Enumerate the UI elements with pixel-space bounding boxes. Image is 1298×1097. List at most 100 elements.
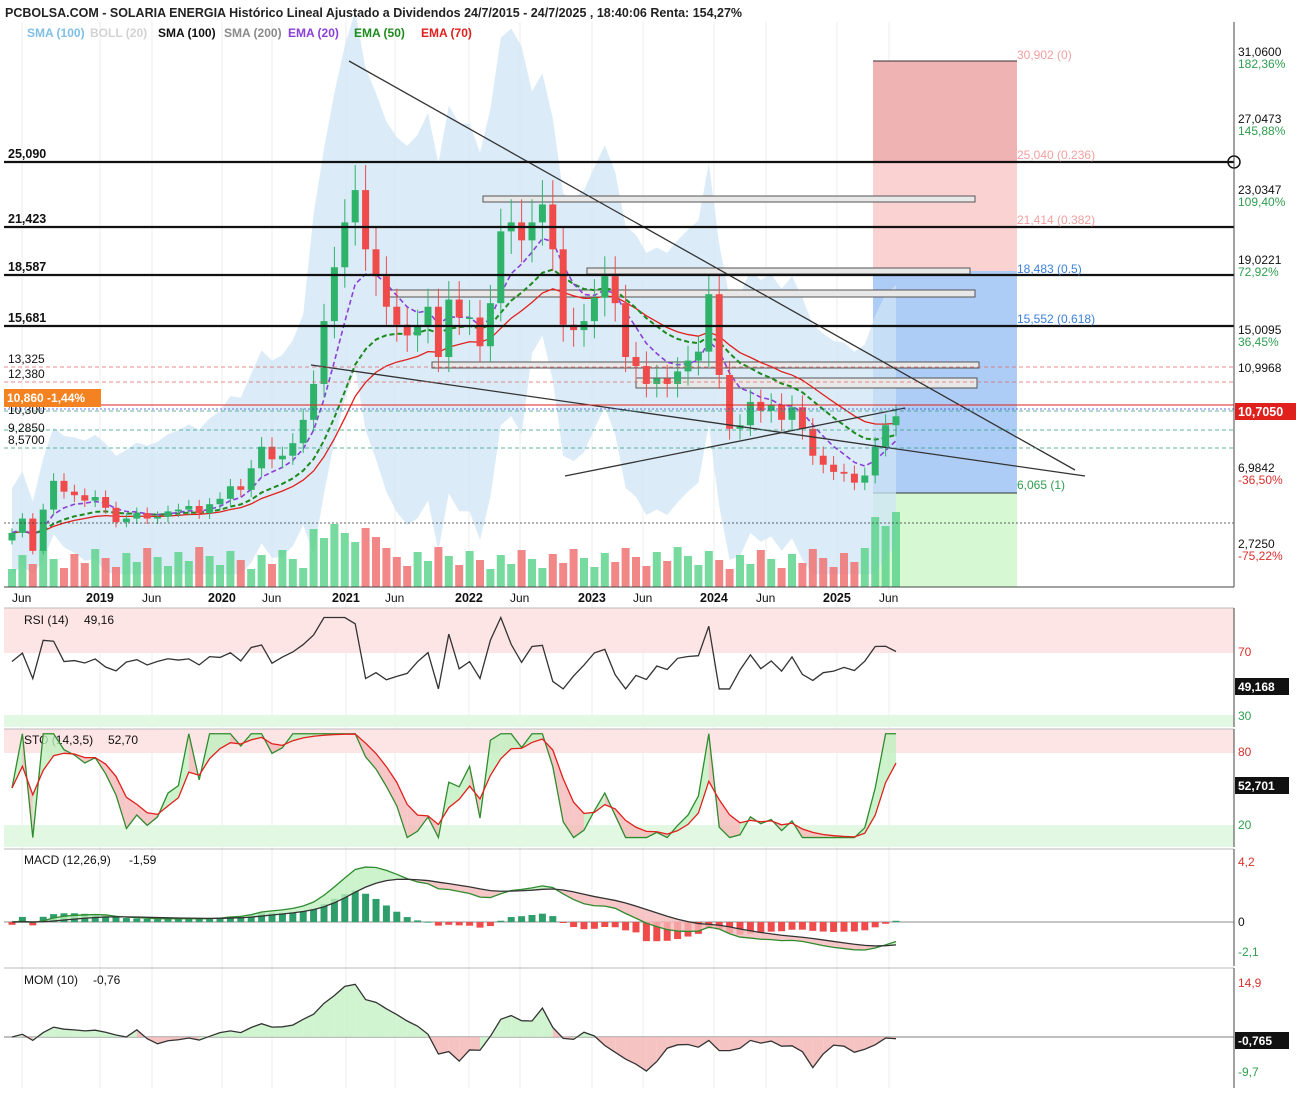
macd-fill-segment xyxy=(615,900,626,914)
legend-item: SMA (100) xyxy=(27,26,85,40)
macd-histogram-bar xyxy=(736,922,744,935)
price-tick-label: 19,0221 xyxy=(1238,253,1282,267)
macd-histogram-bar xyxy=(403,917,411,922)
sto-fill-segment xyxy=(126,797,137,829)
volume-bar xyxy=(496,555,505,587)
mom-fill-segment xyxy=(677,1037,688,1045)
mom-fill-segment xyxy=(636,1037,647,1071)
sto-fill-segment xyxy=(105,764,116,795)
fib-zone-red-dark xyxy=(873,61,1017,161)
sto-fill-segment xyxy=(677,815,688,831)
last-price-label: 10,7050 xyxy=(1238,405,1283,419)
volume-bar xyxy=(663,561,672,587)
volume-bar xyxy=(216,565,224,587)
candle-body xyxy=(892,416,900,426)
mom-fill-segment xyxy=(802,1037,813,1068)
volume-bar xyxy=(28,564,37,587)
macd-fill-segment xyxy=(760,932,772,940)
mom-fill-segment xyxy=(792,1037,803,1052)
volume-bar xyxy=(580,558,588,587)
sto-fill-segment xyxy=(636,827,647,838)
macd-histogram-bar xyxy=(216,917,224,922)
candle-body xyxy=(268,446,276,460)
fib-label: 30,902 (0) xyxy=(1017,48,1072,62)
rsi-level-30: 30 xyxy=(1238,709,1252,723)
mom-fill-segment xyxy=(604,1037,616,1053)
mom-fill-segment xyxy=(532,1008,543,1037)
time-tick-label: Jun xyxy=(262,591,281,605)
candle-body xyxy=(486,303,494,347)
candle-body xyxy=(705,294,713,352)
mom-fill-segment xyxy=(303,1014,314,1037)
sto-fill-segment xyxy=(875,733,886,816)
macd-histogram-bar xyxy=(476,922,484,928)
rsi-level-70: 70 xyxy=(1238,645,1252,659)
macd-fill-segment xyxy=(656,912,668,930)
macd-histogram-bar xyxy=(580,922,588,930)
sto-fill-segment xyxy=(563,778,574,838)
mom-fill-segment xyxy=(240,1027,252,1037)
macd-value: -1,59 xyxy=(129,853,157,867)
volume-bar xyxy=(132,562,141,587)
macd-histogram-bar xyxy=(29,922,37,926)
time-tick-label: Jun xyxy=(510,591,529,605)
candle-body xyxy=(372,249,380,277)
ema-20-line xyxy=(11,237,897,537)
mom-level-bottom: -9,7 xyxy=(1238,1065,1259,1079)
macd-signal-line xyxy=(11,878,897,947)
volume-bar xyxy=(694,565,703,587)
macd-histogram-bar xyxy=(320,904,328,922)
macd-histogram-bar xyxy=(39,916,47,922)
fib-label: 21,414 (0.382) xyxy=(1017,213,1095,227)
macd-histogram-bar xyxy=(757,922,765,933)
candle-body xyxy=(112,507,120,523)
macd-histogram-bar xyxy=(133,918,141,922)
volume-bar xyxy=(476,560,484,587)
sto-fill-segment xyxy=(147,812,158,826)
mom-fill-segment xyxy=(771,1037,782,1047)
macd-histogram-bar xyxy=(497,920,505,922)
macd-fill-segment xyxy=(469,886,480,898)
volume-bar xyxy=(871,517,880,587)
mom-fill-segment xyxy=(625,1037,636,1065)
volume-bar xyxy=(153,557,162,587)
sto-fill-segment xyxy=(532,733,543,743)
macd-histogram-bar xyxy=(278,912,286,922)
candle-body xyxy=(403,324,411,336)
sto-fill-segment xyxy=(459,766,470,800)
macd-level-bottom: -2,1 xyxy=(1238,945,1259,959)
volume-bar xyxy=(403,566,412,587)
price-tick-pct: 109,40% xyxy=(1238,195,1286,209)
volume-bar xyxy=(60,568,68,587)
mom-fill-segment xyxy=(53,1027,64,1037)
macd-histogram-bar xyxy=(247,914,255,922)
macd-fill-segment xyxy=(292,905,304,913)
macd-histogram-bar xyxy=(840,922,848,932)
mom-fill-segment xyxy=(355,984,366,1037)
macd-histogram-bar xyxy=(798,922,806,930)
rsi-label: RSI (14) xyxy=(24,613,69,627)
candle-body xyxy=(330,267,338,322)
sto-fill-segment xyxy=(251,733,262,740)
macd-histogram-bar xyxy=(830,922,838,932)
support-trendline xyxy=(310,364,1086,477)
time-tick-label: 2025 xyxy=(823,591,851,605)
volume-bar xyxy=(642,566,651,587)
sto-fill-segment xyxy=(490,733,501,776)
candle-body xyxy=(50,480,58,510)
candle-body xyxy=(143,513,151,519)
rsi-tag: 49,168 xyxy=(1238,680,1275,694)
resistance-zone xyxy=(482,195,976,203)
macd-histogram-bar xyxy=(341,893,349,922)
macd-histogram-bar xyxy=(892,920,900,922)
descending-trendline xyxy=(348,60,1076,471)
fib-zone-red-light xyxy=(873,161,1017,271)
volume-bar xyxy=(80,563,89,587)
macd-histogram-bar xyxy=(351,890,359,922)
time-tick-label: Jun xyxy=(633,591,652,605)
macd-fill-segment xyxy=(324,886,335,907)
macd-histogram-bar xyxy=(445,922,453,925)
macd-fill-segment xyxy=(376,867,387,884)
minor-level-label: 12,380 xyxy=(8,367,45,381)
candle-body xyxy=(362,190,370,250)
